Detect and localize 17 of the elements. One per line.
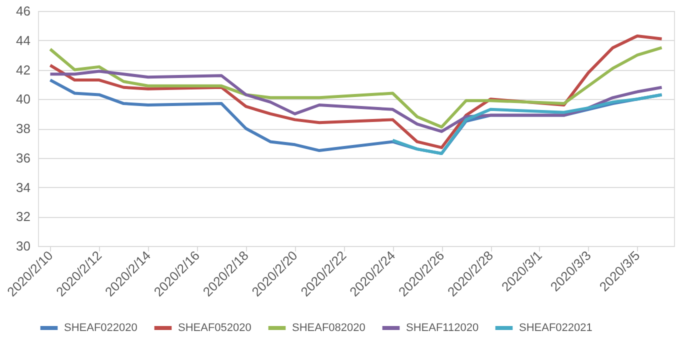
legend-label: SHEAF022020 — [64, 322, 138, 334]
y-tick-label: 44 — [16, 32, 30, 48]
legend-label: SHEAF052020 — [178, 322, 252, 334]
y-tick-label: 32 — [16, 209, 30, 224]
y-tick-label: 40 — [16, 92, 30, 107]
legend-label: SHEAF082020 — [292, 322, 366, 334]
legend-label: SHEAF112020 — [406, 322, 479, 334]
y-tick-label: 34 — [16, 180, 30, 195]
line-series — [48, 70, 664, 133]
y-tick-label: 46 — [16, 4, 30, 18]
y-tick-label: 42 — [16, 62, 30, 78]
y-tick-label: 38 — [16, 121, 30, 136]
line-series — [48, 46, 664, 129]
y-tick-label: 36 — [16, 150, 30, 166]
line-series — [391, 93, 664, 155]
legend-label: SHEAF022021 — [519, 322, 592, 334]
y-tick-label: 30 — [16, 238, 30, 254]
